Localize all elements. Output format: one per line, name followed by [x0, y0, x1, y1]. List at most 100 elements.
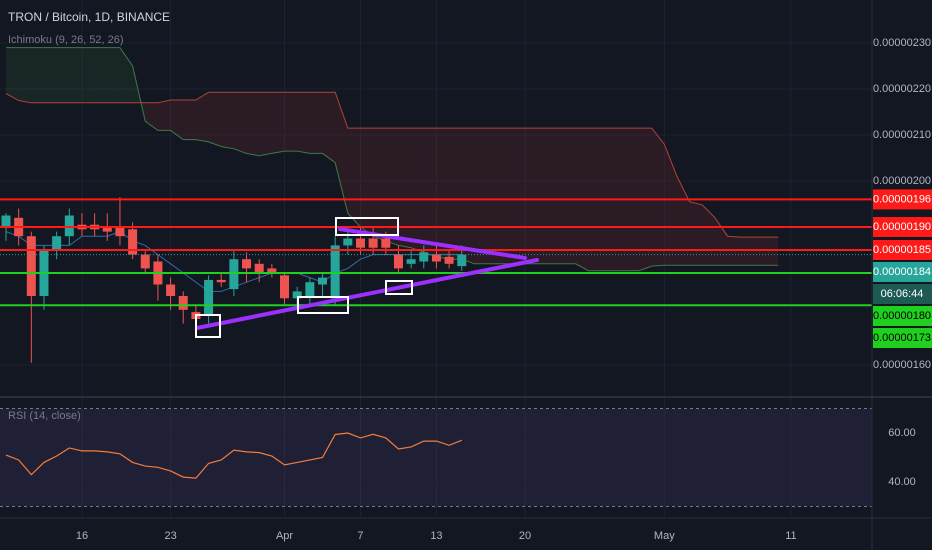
cloud	[309, 92, 323, 154]
cloud	[6, 47, 19, 101]
x-tick-label: 7	[357, 530, 363, 542]
candle-body	[115, 227, 125, 237]
price-label-box	[873, 217, 932, 238]
candle-body	[419, 252, 429, 262]
countdown: 06:06:44	[881, 288, 924, 300]
candle-body	[393, 254, 403, 269]
x-tick-label: Apr	[276, 530, 293, 542]
candle-body	[444, 256, 454, 264]
cloud	[31, 47, 44, 103]
cloud	[335, 92, 348, 214]
x-tick-label: 13	[430, 530, 442, 542]
cloud	[525, 128, 538, 264]
candle-body	[229, 259, 239, 290]
cloud	[411, 128, 424, 253]
candle-body	[406, 259, 416, 264]
cloud	[208, 92, 222, 147]
chart-title: TRON / Bitcoin, 1D, BINANCE	[8, 10, 170, 24]
price-label-box	[873, 262, 932, 283]
candle-body	[292, 291, 302, 299]
cloud	[740, 237, 753, 266]
cloud	[449, 128, 462, 260]
trend-line	[195, 258, 539, 330]
cloud	[56, 47, 70, 103]
price-label-box	[873, 189, 932, 210]
candle-body	[64, 215, 74, 237]
price-label: 0.00000185	[873, 244, 931, 256]
cloud	[664, 144, 677, 266]
trend-line	[338, 227, 527, 260]
cloud	[259, 92, 272, 156]
candle-body	[280, 275, 290, 299]
rsi-line	[5, 432, 462, 479]
cloud	[423, 128, 437, 257]
cloud	[752, 237, 766, 266]
y-tick-label: 0.00000160	[873, 359, 931, 371]
candle-body	[305, 282, 315, 297]
price-label-box	[873, 328, 932, 349]
highlight-box	[385, 280, 413, 295]
candle-body	[267, 268, 277, 274]
cloud	[69, 47, 82, 103]
cloud	[297, 92, 310, 154]
cloud	[43, 47, 57, 103]
price-label: 0.00000190	[873, 221, 931, 233]
cloud	[385, 128, 399, 246]
cloud	[157, 100, 171, 131]
cloud	[81, 47, 95, 103]
x-tick-label: 20	[519, 530, 531, 542]
candle-body	[166, 284, 176, 297]
cloud	[373, 128, 386, 241]
candle-body	[381, 238, 391, 248]
candle-body	[52, 236, 62, 251]
cloud	[499, 128, 513, 264]
candle-body	[368, 238, 378, 248]
cloud	[461, 128, 475, 264]
candle-body	[140, 254, 150, 269]
price-label: 0.00000196	[873, 193, 931, 205]
candle-body	[216, 279, 226, 283]
candle-body	[457, 254, 467, 267]
y-tick-label: 0.00000220	[873, 83, 931, 95]
candle-body	[355, 238, 365, 248]
cloud	[322, 92, 336, 163]
candle-body	[178, 296, 188, 310]
candle-body	[204, 279, 214, 315]
cloud	[474, 128, 488, 264]
highlight-box	[297, 296, 349, 314]
cloud	[271, 92, 285, 154]
rsi-tick-label: 60.00	[888, 427, 916, 439]
indicator-line	[5, 91, 779, 238]
candle-body	[343, 238, 353, 246]
cloud	[284, 92, 298, 152]
cloud	[714, 217, 728, 266]
cloud	[360, 128, 374, 237]
y-tick-label: 0.00000200	[873, 175, 931, 187]
cloud	[233, 92, 247, 154]
price-label-box	[873, 306, 932, 327]
cloud	[537, 128, 551, 264]
cloud	[651, 128, 665, 267]
cloud	[107, 47, 120, 103]
price-label: 0.00000184	[873, 266, 931, 278]
cloud	[765, 237, 779, 266]
candle-body	[254, 263, 264, 274]
candle-body	[330, 245, 340, 299]
highlight-box	[335, 217, 399, 236]
cloud	[398, 128, 412, 248]
rsi-tick-label: 40.00	[888, 476, 916, 488]
rsi-band	[0, 408, 872, 507]
cloud	[246, 92, 260, 156]
indicator-label: RSI (14, close)	[8, 410, 81, 422]
cloud	[512, 128, 526, 264]
price-label: 0.00000173	[873, 332, 931, 344]
candle-body	[26, 236, 36, 297]
indicator-label: Ichimoku (9, 26, 52, 26)	[8, 34, 124, 46]
price-label: 0.00000180	[873, 310, 931, 322]
cloud	[195, 92, 209, 142]
candle-body	[318, 277, 327, 285]
x-tick-label: 11	[785, 530, 796, 542]
y-tick-label: 0.00000210	[873, 129, 931, 141]
